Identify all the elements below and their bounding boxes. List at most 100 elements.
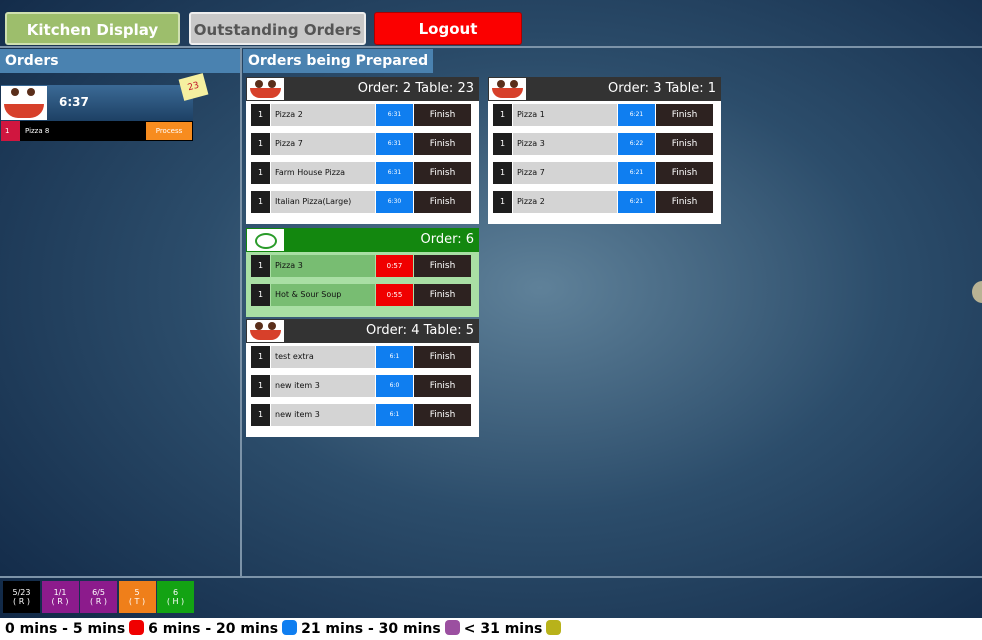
bowl: [250, 88, 281, 98]
order-item: 1 Farm House Pizza 6:31 Finish: [251, 162, 471, 184]
item-name: Pizza 7: [271, 133, 375, 155]
legend-swatch: [444, 620, 460, 635]
head: [268, 80, 276, 88]
queue-label: 1/1: [53, 588, 67, 597]
item-name: Farm House Pizza: [271, 162, 375, 184]
item-name: Pizza 2: [271, 104, 375, 126]
queue-label: 6/5: [92, 588, 105, 597]
dine-in-icon: [247, 78, 284, 100]
finish-button[interactable]: Finish: [414, 404, 471, 426]
queue-tile[interactable]: 5/23( R ): [3, 581, 40, 613]
finish-button[interactable]: Finish: [414, 104, 471, 126]
card-header: Order: 6: [246, 228, 479, 252]
queue-tile[interactable]: 1/1( R ): [41, 581, 79, 613]
item-time: 6:1: [376, 346, 413, 368]
item-name: Pizza 3: [271, 255, 375, 277]
queue-tile[interactable]: 6( H ): [157, 581, 194, 613]
finish-button[interactable]: Finish: [656, 191, 713, 213]
queue-tile[interactable]: 5( T ): [118, 581, 156, 613]
item-qty: 1: [251, 133, 270, 155]
legend-label: 6 mins - 20 mins: [148, 621, 279, 637]
bike: [255, 233, 277, 249]
card-title: Order: 6: [420, 232, 475, 247]
order-card: Order: 6 1 Pizza 3 0:57 Finish 1 Hot & Sour So…: [246, 228, 479, 317]
item-time: 6:31: [376, 104, 413, 126]
queue-type: ( H ): [166, 597, 185, 606]
head: [255, 80, 263, 88]
finish-button[interactable]: Finish: [414, 255, 471, 277]
finish-button[interactable]: Finish: [414, 133, 471, 155]
order-item: 1 Pizza 8 Process: [1, 121, 193, 141]
logout-button[interactable]: Logout: [374, 12, 522, 45]
order-item: 1 new item 3 6:1 Finish: [251, 404, 471, 426]
process-button[interactable]: Process: [146, 122, 192, 140]
queue-type: ( T ): [128, 597, 146, 606]
item-time: 6:0: [376, 375, 413, 397]
delivery-icon: [247, 229, 284, 251]
item-qty: 1: [251, 104, 270, 126]
bowl: [492, 88, 523, 98]
outstanding-orders-tab[interactable]: Outstanding Orders: [189, 12, 366, 45]
legend: 0 mins - 5 mins 6 mins - 20 mins 21 mins -…: [0, 618, 982, 640]
finish-button[interactable]: Finish: [414, 284, 471, 306]
card-header: Order: 3 Table: 1: [488, 77, 721, 101]
item-qty: 1: [251, 191, 270, 213]
scroll-handle[interactable]: [972, 281, 982, 303]
queue-label: 5/23: [12, 588, 31, 597]
order-item: 1 Pizza 1 6:21 Finish: [493, 104, 713, 126]
item-time: 6:21: [618, 191, 655, 213]
item-name: Pizza 7: [513, 162, 617, 184]
item-qty: 1: [493, 133, 512, 155]
finish-button[interactable]: Finish: [414, 191, 471, 213]
dine-in-icon: [1, 86, 47, 120]
kitchen-display-tab[interactable]: Kitchen Display: [5, 12, 180, 45]
item-time: 6:1: [376, 404, 413, 426]
order-item: 1 Pizza 2 6:31 Finish: [251, 104, 471, 126]
panel-title: Orders: [0, 49, 240, 73]
item-name: new item 3: [271, 375, 375, 397]
queue-label: 5: [134, 588, 140, 597]
item-time: 0:55: [376, 284, 413, 306]
order-item: 1 Pizza 3 0:57 Finish: [251, 255, 471, 277]
item-qty: 1: [493, 191, 512, 213]
item-time: 0:57: [376, 255, 413, 277]
finish-button[interactable]: Finish: [414, 162, 471, 184]
queue-tile[interactable]: 6/5( R ): [80, 581, 117, 613]
item-name: Italian Pizza(Large): [271, 191, 375, 213]
item-name: Pizza 1: [513, 104, 617, 126]
finish-button[interactable]: Finish: [656, 133, 713, 155]
head: [497, 80, 505, 88]
legend-label: 0 mins - 5 mins: [5, 621, 126, 637]
card-header: Order: 4 Table: 5: [246, 319, 479, 343]
item-name: Pizza 2: [513, 191, 617, 213]
legend-label: 21 mins - 30 mins: [301, 621, 441, 637]
order-item: 1 Pizza 2 6:21 Finish: [493, 191, 713, 213]
item-time: 6:31: [376, 133, 413, 155]
item-qty: 1: [251, 162, 270, 184]
order-item: 1 Italian Pizza(Large) 6:30 Finish: [251, 191, 471, 213]
finish-button[interactable]: Finish: [656, 104, 713, 126]
divider: [0, 46, 982, 48]
order-card: Order: 2 Table: 23 1 Pizza 2 6:31 Finish 1 Piz…: [246, 77, 479, 224]
finish-button[interactable]: Finish: [414, 375, 471, 397]
legend-swatch: [282, 620, 298, 635]
dine-in-icon: [247, 320, 284, 342]
divider: [0, 576, 982, 578]
order-time: 6:37: [59, 95, 89, 109]
item-qty: 1: [251, 255, 270, 277]
item-name: new item 3: [271, 404, 375, 426]
order-card: Order: 4 Table: 5 1 test extra 6:1 Finish 1 ne…: [246, 319, 479, 437]
finish-button[interactable]: Finish: [656, 162, 713, 184]
order-item: 1 test extra 6:1 Finish: [251, 346, 471, 368]
dine-in-icon: [489, 78, 526, 100]
head: [510, 80, 518, 88]
order-card: Order: 3 Table: 1 1 Pizza 1 6:21 Finish 1 Pizz…: [488, 77, 721, 224]
legend-swatch: [546, 620, 562, 635]
item-time: 6:30: [376, 191, 413, 213]
head: [255, 322, 263, 330]
item-name: Pizza 3: [513, 133, 617, 155]
order-item: 1 Hot & Sour Soup 0:55 Finish: [251, 284, 471, 306]
finish-button[interactable]: Finish: [414, 346, 471, 368]
item-time: 6:21: [618, 104, 655, 126]
